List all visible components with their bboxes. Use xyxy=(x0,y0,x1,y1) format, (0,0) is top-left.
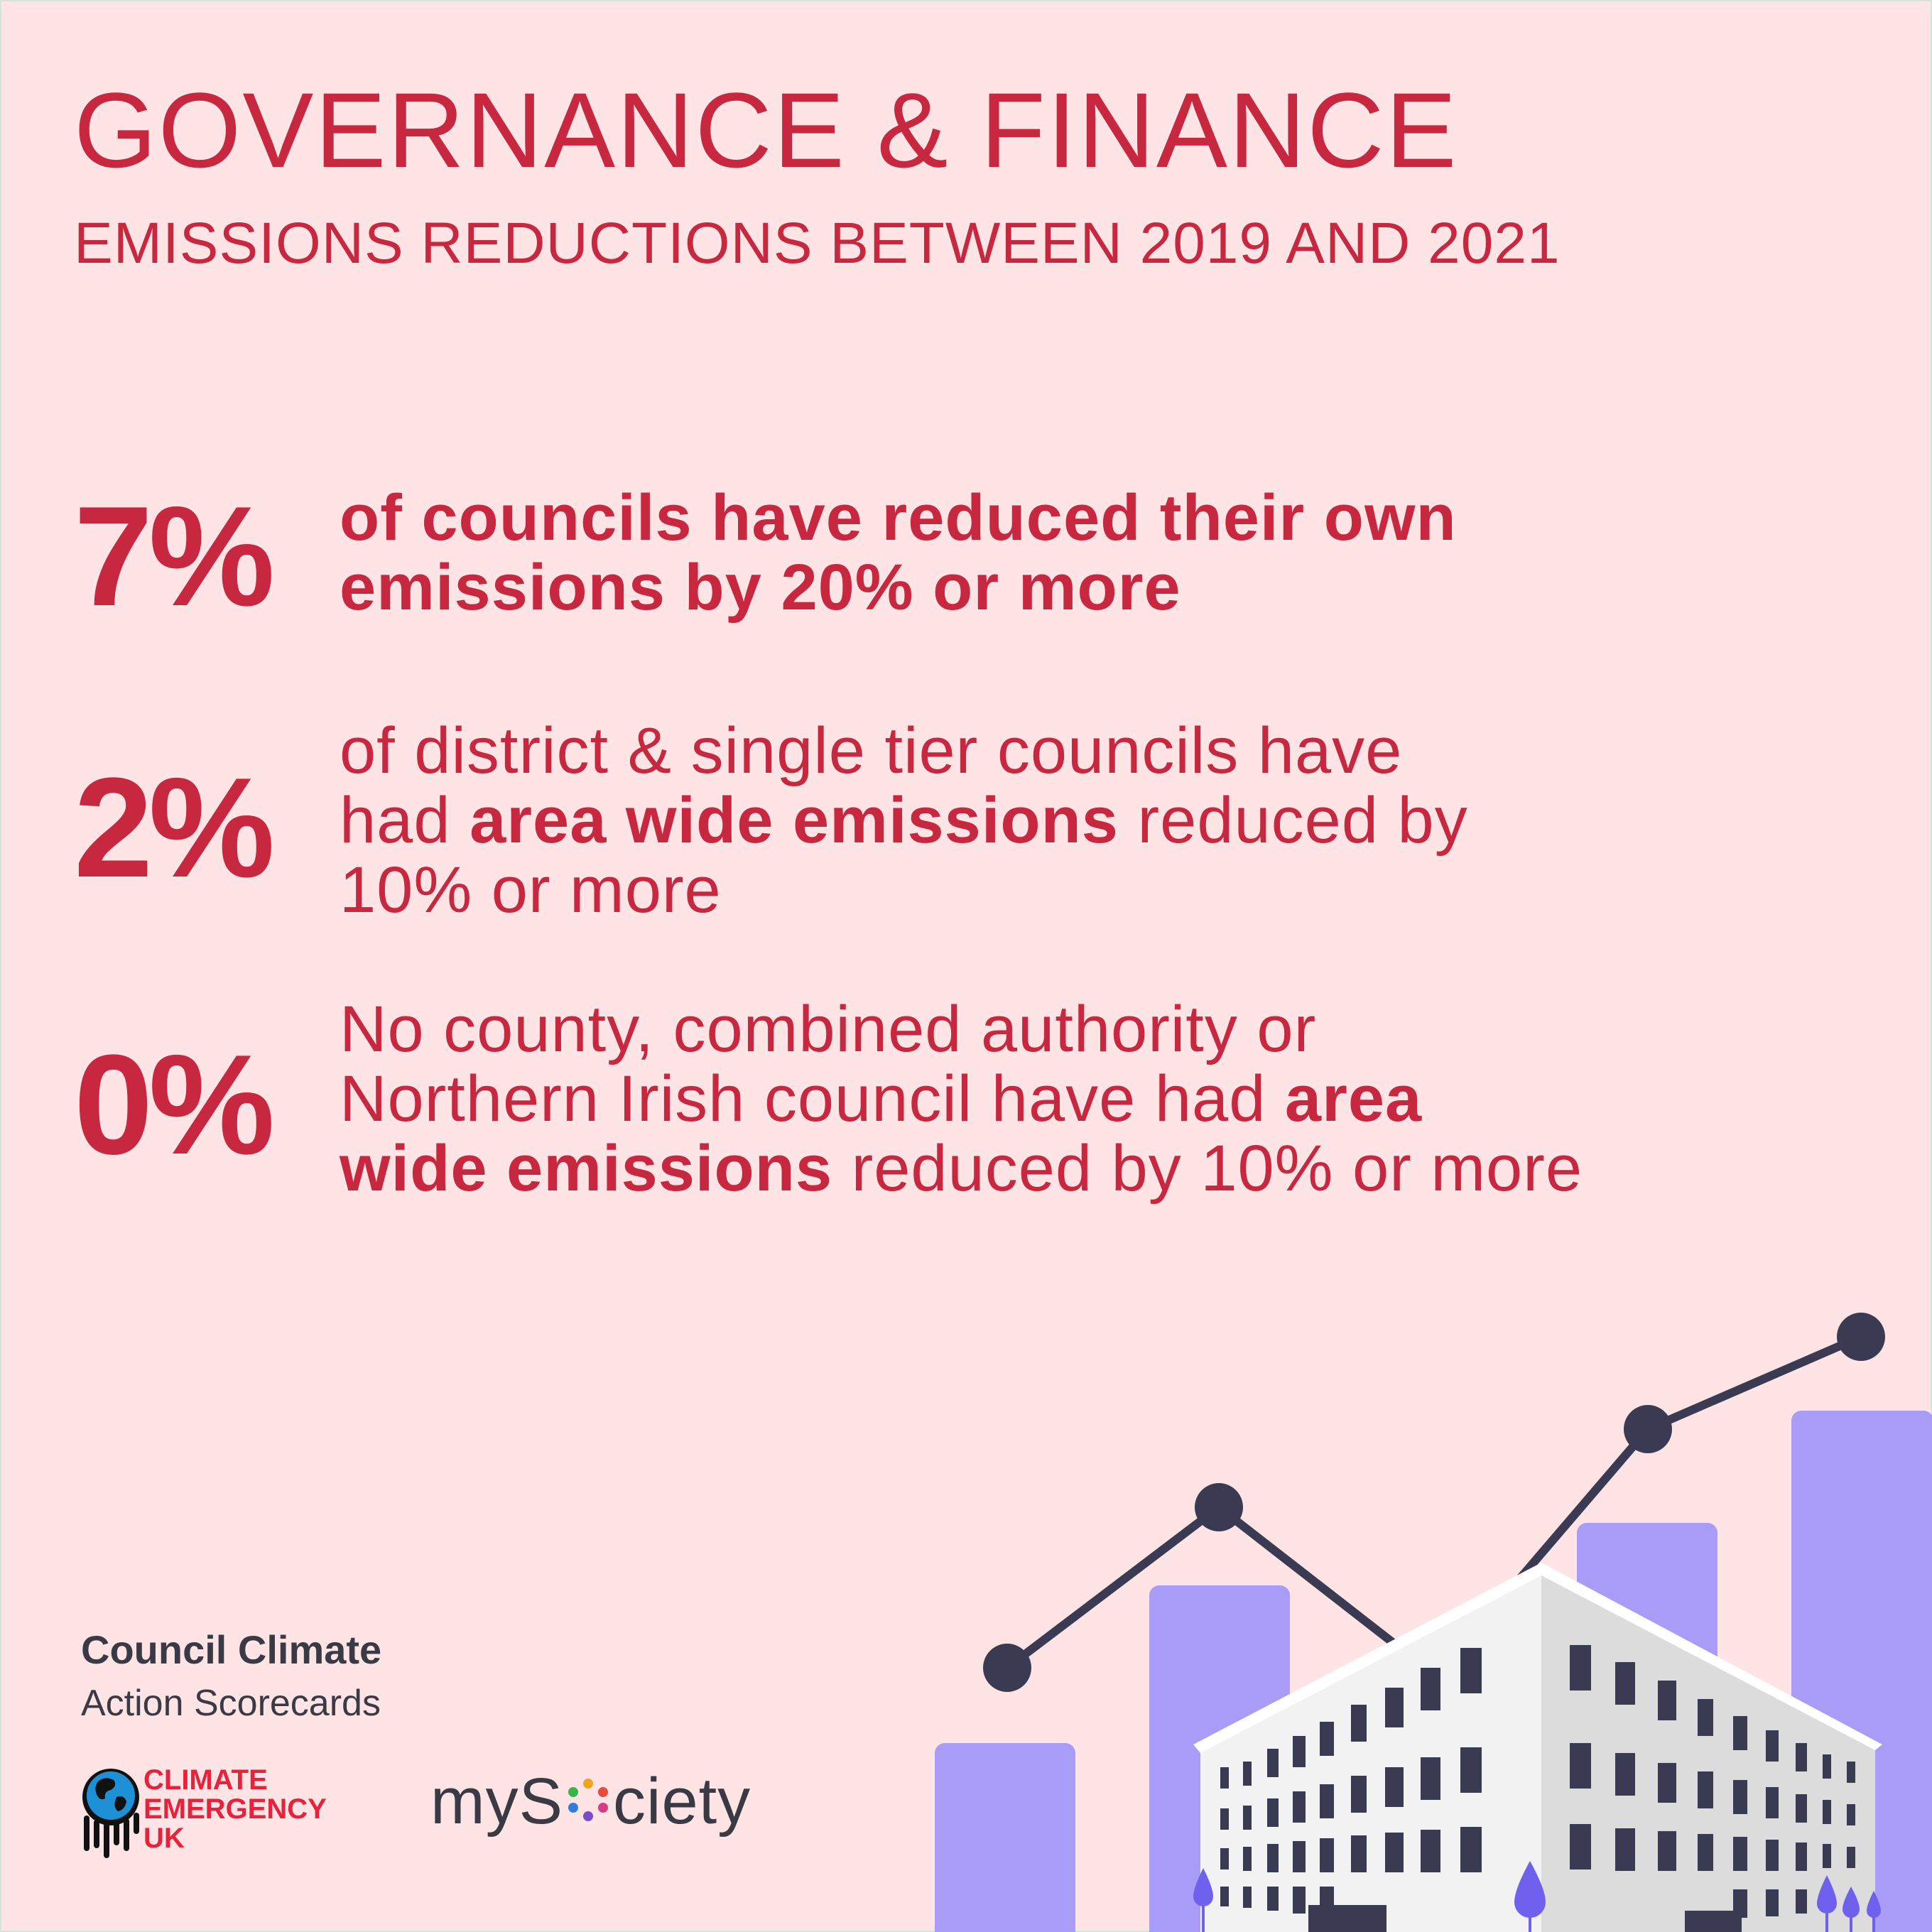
stat-3-line-3: wide emissions reduced by 10% or more xyxy=(340,1134,1867,1203)
stat-text-2: of district & single tier councils have … xyxy=(340,716,1867,925)
page-subtitle: EMISSIONS REDUCTIONS BETWEEN 2019 AND 20… xyxy=(74,211,1561,276)
stat-3-line-3-bold: wide emissions xyxy=(340,1132,833,1205)
ceuk-line-2: EMERGENCY xyxy=(143,1793,327,1825)
stat-3-line-2: Northern Irish council have had area xyxy=(340,1064,1867,1134)
stat-2-line-2-rest: reduced by xyxy=(1118,784,1468,857)
stat-1-line-1: of councils have reduced their own xyxy=(340,482,1457,554)
stat-text-1: of councils have reduced their own emiss… xyxy=(340,483,1867,622)
page-title: GOVERNANCE & FINANCE xyxy=(74,70,1458,190)
globe-icon xyxy=(82,1769,139,1858)
mysociety-dots-icon xyxy=(568,1779,608,1821)
stat-2-line-3: 10% or more xyxy=(340,854,722,926)
brand-subtitle: Action Scorecards xyxy=(81,1683,381,1724)
illustration-bar-1 xyxy=(935,1743,1075,1932)
stat-2-line-2-bold: area wide emissions xyxy=(470,784,1119,857)
stat-3-line-2-bold: area xyxy=(1284,1063,1423,1135)
tree-illustrations xyxy=(1193,1861,1881,1932)
mysociety-suffix: ciety xyxy=(613,1765,751,1838)
stat-value-1: 7% xyxy=(74,477,275,636)
illustration-point-2 xyxy=(1195,1483,1243,1531)
stat-3-line-2-plain: Northern Irish council have had xyxy=(340,1063,1285,1135)
rising-chart-illustration xyxy=(935,1313,1932,1932)
ceuk-wordmark: CLIMATE EMERGENCY UK xyxy=(143,1766,327,1853)
mysociety-logo: myS ciety xyxy=(430,1769,751,1834)
stat-1-line-2: emissions by 20% or more xyxy=(340,551,1181,624)
ceuk-line-1: CLIMATE xyxy=(143,1764,268,1796)
ceuk-line-3: UK xyxy=(143,1823,185,1854)
stat-2-line-1: of district & single tier councils have xyxy=(340,715,1403,787)
brand-title: Council Climate xyxy=(81,1627,382,1672)
stat-3-line-1: No county, combined authority or xyxy=(340,993,1317,1065)
illustration-point-3 xyxy=(1624,1405,1672,1453)
stat-text-3: No county, combined authority or Norther… xyxy=(340,994,1867,1203)
stat-3-line-3-rest: reduced by 10% or more xyxy=(832,1132,1583,1205)
stat-value-2: 2% xyxy=(74,749,275,907)
climate-emergency-uk-logo: CLIMATE EMERGENCY UK xyxy=(80,1760,335,1860)
illustration-point-4 xyxy=(1837,1313,1885,1361)
mysociety-prefix: myS xyxy=(430,1765,563,1838)
stat-2-line-2-plain: had xyxy=(340,784,470,857)
stat-value-3: 0% xyxy=(74,1026,275,1184)
stat-2-line-2: had area wide emissions reduced by xyxy=(340,786,1867,855)
illustration-point-1 xyxy=(983,1644,1031,1692)
office-building-illustration xyxy=(1193,1563,1882,1932)
